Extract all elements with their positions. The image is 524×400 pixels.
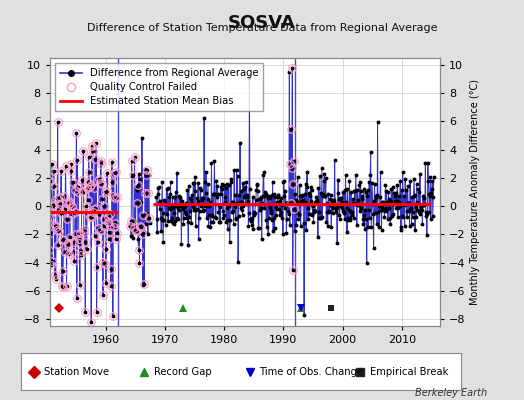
Text: Berkeley Earth: Berkeley Earth xyxy=(415,388,487,398)
Text: Time of Obs. Change: Time of Obs. Change xyxy=(259,367,364,377)
Text: Empirical Break: Empirical Break xyxy=(369,367,448,377)
Text: Difference of Station Temperature Data from Regional Average: Difference of Station Temperature Data f… xyxy=(87,23,437,33)
Y-axis label: Monthly Temperature Anomaly Difference (°C): Monthly Temperature Anomaly Difference (… xyxy=(470,79,480,305)
Text: SOSVA: SOSVA xyxy=(228,14,296,32)
Text: Record Gap: Record Gap xyxy=(154,367,212,377)
Legend: Difference from Regional Average, Quality Control Failed, Estimated Station Mean: Difference from Regional Average, Qualit… xyxy=(55,63,264,111)
Text: Station Move: Station Move xyxy=(44,367,109,377)
FancyBboxPatch shape xyxy=(21,353,461,390)
